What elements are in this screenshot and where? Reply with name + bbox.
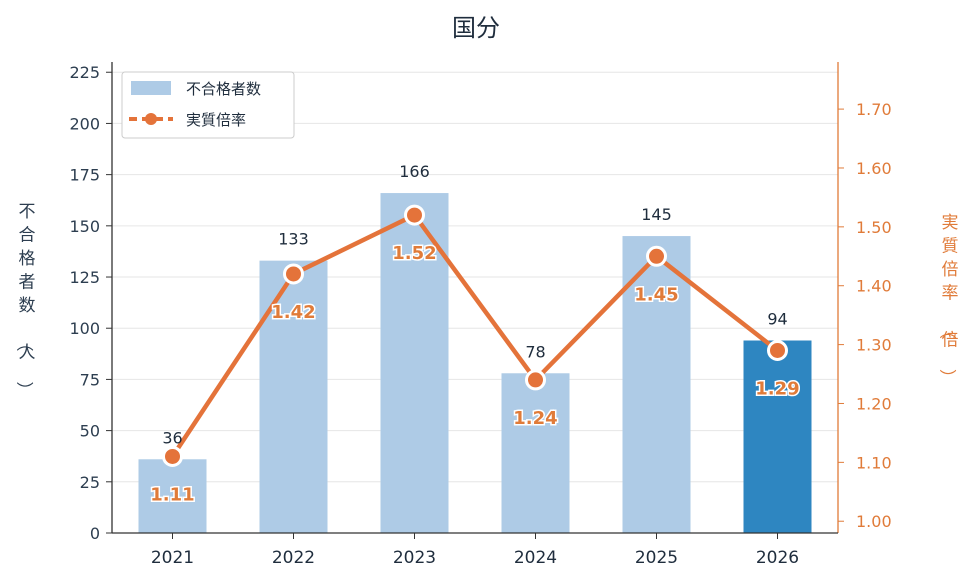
y-tick-label-left: 200 <box>69 114 100 133</box>
x-tick-label: 2026 <box>756 548 799 568</box>
y-tick-label-left: 25 <box>80 473 100 492</box>
y-tick-label-left: 75 <box>80 370 100 389</box>
y-tick-label-right: 1.50 <box>856 218 892 237</box>
y-axis-label-left-char: 不 <box>19 202 36 222</box>
x-tick-label: 2024 <box>514 548 557 568</box>
rate-line <box>162 204 788 467</box>
x-tick-label: 2022 <box>272 548 315 568</box>
y-tick-label-left: 100 <box>69 319 100 338</box>
rate-value-label: 1.24 <box>513 408 557 429</box>
y-tick-label-right: 1.20 <box>856 394 892 413</box>
y-axis-label-left-char: 数 <box>19 296 36 316</box>
y-axis-label-right: 実質倍率（倍） <box>937 213 959 386</box>
bar <box>622 236 691 533</box>
y-tick-label-right: 1.60 <box>856 159 892 178</box>
y-axis-label-right-char: 実 <box>942 213 959 233</box>
y-axis-label-left: 不合格者数 （人 ） <box>14 202 36 399</box>
y-axis-label-right-char: 倍 <box>942 331 959 351</box>
y-axis-label-left-char: 人 <box>19 343 36 363</box>
x-tick-label: 2021 <box>151 548 194 568</box>
y-axis-label-left-char: 合 <box>19 226 36 246</box>
legend-bar-label: 不合格者数 <box>186 80 261 98</box>
rate-value-label: 1.29 <box>755 378 799 399</box>
bar-value-label: 94 <box>767 310 787 329</box>
y-tick-label-right: 1.70 <box>856 100 892 119</box>
y-tick-label-right: 1.40 <box>856 277 892 296</box>
legend-bar-swatch <box>131 81 171 95</box>
rate-value-label: 1.45 <box>634 284 678 305</box>
rate-point <box>162 445 183 467</box>
axes: 0 25 50 75 100 125 150 175 200 225 1.00 1.10 1.20 1.3… <box>69 62 892 568</box>
bar-value-label: 145 <box>641 205 672 224</box>
y-axis-label-right-char: 倍 <box>942 260 959 280</box>
data-labels: 36 133 166 78 145 94 1.11 1.42 1.52 1.24 1.45 1.29 <box>149 162 801 507</box>
legend-line-marker <box>145 113 157 125</box>
y-axis-label-right-char: ） <box>937 369 957 386</box>
rate-point <box>404 204 425 226</box>
rate-point <box>767 339 788 361</box>
bar <box>501 373 570 533</box>
y-axis-label-right-char: （ <box>937 322 957 339</box>
rate-value-label: 1.11 <box>150 484 194 505</box>
bar-value-label: 166 <box>399 162 430 181</box>
rate-value-label: 1.42 <box>271 302 315 323</box>
y-tick-label-left: 125 <box>69 268 100 287</box>
bar-value-label: 78 <box>525 342 545 361</box>
bar-value-label: 133 <box>278 230 309 249</box>
rate-value-label: 1.52 <box>392 243 436 264</box>
y-tick-label-right: 1.10 <box>856 453 892 472</box>
legend-line-label: 実質倍率 <box>186 111 246 129</box>
x-tick-label: 2025 <box>635 548 678 568</box>
bar <box>743 340 812 533</box>
rate-point <box>646 245 667 267</box>
y-axis-label-left-char: 者 <box>19 273 36 293</box>
y-tick-label-left: 0 <box>90 524 100 543</box>
bar-value-label: 36 <box>162 428 182 447</box>
x-tick-label: 2023 <box>393 548 436 568</box>
y-axis-label-left-char: 格 <box>19 249 36 269</box>
y-axis-label-left-char: ） <box>14 382 34 399</box>
bar <box>138 459 207 533</box>
y-axis-label-right-char: 質 <box>942 237 959 257</box>
y-axis-label-left-char: （ <box>14 335 34 352</box>
y-tick-label-left: 175 <box>69 166 100 185</box>
rate-point <box>283 263 304 285</box>
bars <box>138 193 812 534</box>
y-tick-label-left: 150 <box>69 217 100 236</box>
rate-line-path <box>170 212 779 458</box>
rate-point <box>525 369 546 391</box>
y-tick-label-right: 1.30 <box>856 336 892 355</box>
y-tick-label-left: 50 <box>80 422 100 441</box>
y-tick-label-right: 1.00 <box>856 512 892 531</box>
y-axis-label-right-char: 率 <box>942 284 959 304</box>
grid <box>112 71 838 483</box>
legend: 不合格者数 実質倍率 <box>121 71 295 139</box>
chart-title: 国分 <box>452 14 500 42</box>
y-tick-label-left: 225 <box>69 63 100 82</box>
